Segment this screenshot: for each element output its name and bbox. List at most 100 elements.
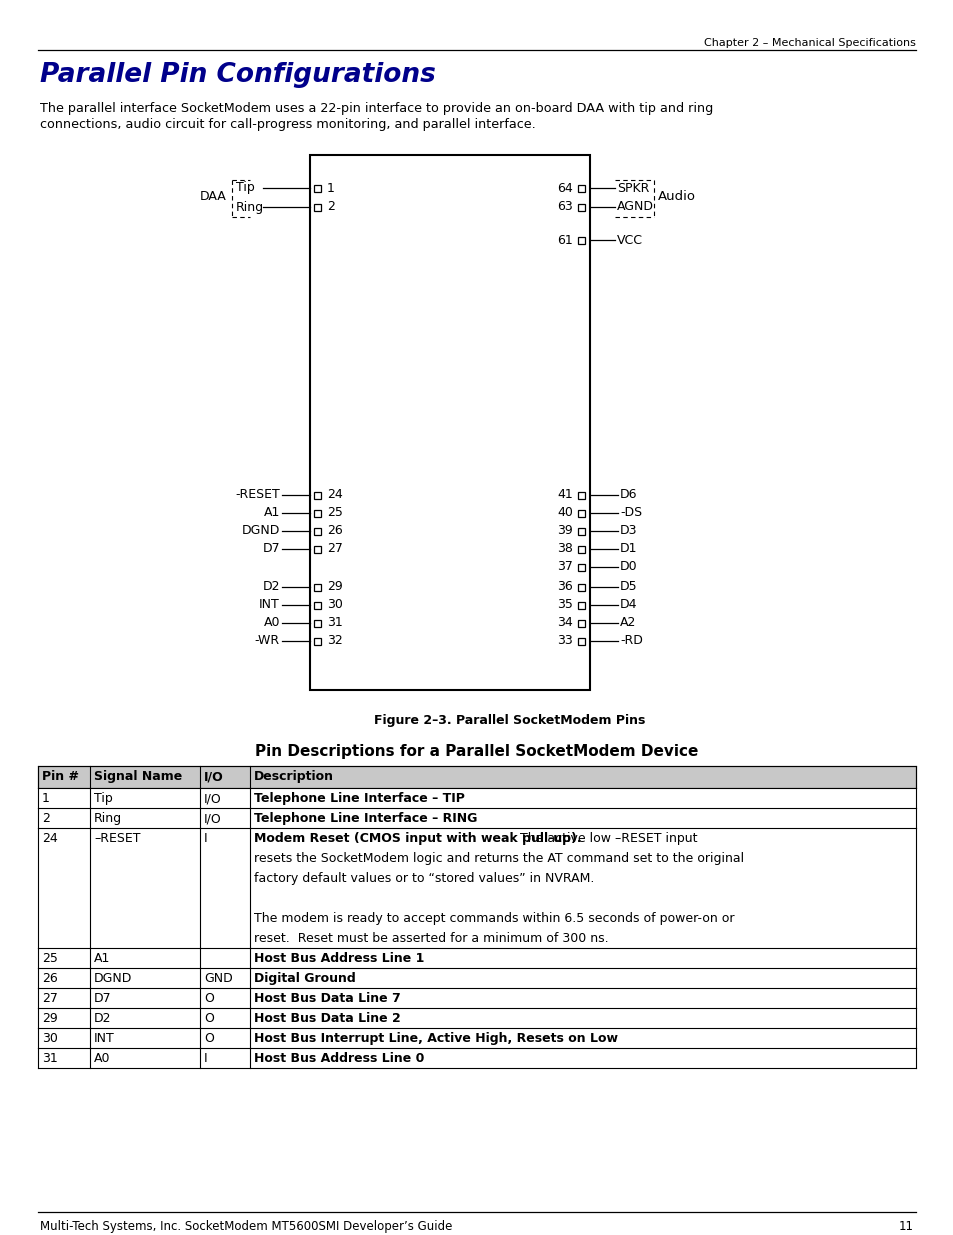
- Text: 2: 2: [327, 200, 335, 214]
- Text: Signal Name: Signal Name: [94, 769, 182, 783]
- Text: Telephone Line Interface – RING: Telephone Line Interface – RING: [253, 811, 476, 825]
- Text: I/O: I/O: [204, 811, 221, 825]
- Text: Telephone Line Interface – TIP: Telephone Line Interface – TIP: [253, 792, 464, 805]
- Text: 29: 29: [327, 580, 342, 594]
- Text: D2: D2: [262, 580, 280, 594]
- Text: Host Bus Interrupt Line, Active High, Resets on Low: Host Bus Interrupt Line, Active High, Re…: [253, 1032, 618, 1045]
- Text: Ring: Ring: [94, 811, 122, 825]
- Text: Digital Ground: Digital Ground: [253, 972, 355, 986]
- Text: DGND: DGND: [94, 972, 132, 986]
- Text: 30: 30: [42, 1032, 58, 1045]
- Text: -RD: -RD: [619, 635, 642, 647]
- Text: SPKR: SPKR: [617, 182, 649, 194]
- Text: A0: A0: [94, 1052, 111, 1065]
- Text: 34: 34: [557, 616, 573, 630]
- Text: -RESET: -RESET: [235, 489, 280, 501]
- Text: Host Bus Data Line 7: Host Bus Data Line 7: [253, 992, 400, 1005]
- Text: 38: 38: [557, 542, 573, 556]
- Bar: [314, 492, 321, 499]
- Text: 27: 27: [327, 542, 342, 556]
- Text: O: O: [204, 1032, 213, 1045]
- Text: –RESET: –RESET: [94, 832, 140, 845]
- Text: 64: 64: [557, 182, 573, 194]
- Text: A1: A1: [94, 952, 111, 965]
- Text: 39: 39: [557, 525, 573, 537]
- Text: I: I: [204, 832, 208, 845]
- Text: 2: 2: [42, 811, 50, 825]
- Bar: [578, 492, 585, 499]
- Text: 32: 32: [327, 635, 342, 647]
- Bar: [38, 827, 915, 948]
- Bar: [314, 583, 321, 590]
- Text: 31: 31: [42, 1052, 58, 1065]
- Bar: [38, 988, 915, 1008]
- Text: Host Bus Address Line 1: Host Bus Address Line 1: [253, 952, 424, 965]
- Text: I/O: I/O: [204, 792, 221, 805]
- Text: 36: 36: [557, 580, 573, 594]
- Bar: [578, 527, 585, 535]
- Text: -DS: -DS: [619, 506, 641, 520]
- Text: DAA: DAA: [200, 190, 227, 204]
- Text: Ring: Ring: [235, 200, 264, 214]
- Text: Tip: Tip: [94, 792, 112, 805]
- Text: 37: 37: [557, 561, 573, 573]
- Bar: [578, 601, 585, 609]
- Text: 33: 33: [557, 635, 573, 647]
- Text: Tip: Tip: [235, 182, 254, 194]
- Text: INT: INT: [94, 1032, 114, 1045]
- Bar: [314, 637, 321, 645]
- Text: Multi-Tech Systems, Inc. SocketModem MT5600SMI Developer’s Guide: Multi-Tech Systems, Inc. SocketModem MT5…: [40, 1220, 452, 1233]
- Bar: [578, 583, 585, 590]
- Text: 40: 40: [557, 506, 573, 520]
- Text: A2: A2: [619, 616, 636, 630]
- Bar: [578, 637, 585, 645]
- Text: connections, audio circuit for call-progress monitoring, and parallel interface.: connections, audio circuit for call-prog…: [40, 119, 536, 131]
- Text: 26: 26: [42, 972, 58, 986]
- Text: Description: Description: [253, 769, 334, 783]
- Bar: [578, 184, 585, 191]
- Bar: [38, 948, 915, 968]
- Text: 30: 30: [327, 599, 342, 611]
- Text: I/O: I/O: [204, 769, 224, 783]
- Text: 25: 25: [42, 952, 58, 965]
- Text: Figure 2–3. Parallel SocketModem Pins: Figure 2–3. Parallel SocketModem Pins: [374, 714, 645, 727]
- Text: 26: 26: [327, 525, 342, 537]
- Bar: [578, 204, 585, 210]
- Bar: [578, 236, 585, 243]
- Text: A0: A0: [263, 616, 280, 630]
- Text: 29: 29: [42, 1011, 58, 1025]
- Text: O: O: [204, 1011, 213, 1025]
- Text: 27: 27: [42, 992, 58, 1005]
- Text: Audio: Audio: [658, 190, 696, 204]
- Text: Parallel Pin Configurations: Parallel Pin Configurations: [40, 62, 436, 88]
- Text: Pin Descriptions for a Parallel SocketModem Device: Pin Descriptions for a Parallel SocketMo…: [255, 743, 698, 760]
- Bar: [38, 766, 915, 788]
- Text: 31: 31: [327, 616, 342, 630]
- Bar: [38, 788, 915, 808]
- Bar: [310, 156, 589, 690]
- Bar: [314, 527, 321, 535]
- Text: Modem Reset (CMOS input with weak pull-up).: Modem Reset (CMOS input with weak pull-u…: [253, 832, 581, 845]
- Text: A1: A1: [263, 506, 280, 520]
- Text: D6: D6: [619, 489, 637, 501]
- Text: 35: 35: [557, 599, 573, 611]
- Bar: [314, 184, 321, 191]
- Bar: [578, 510, 585, 516]
- Text: Host Bus Address Line 0: Host Bus Address Line 0: [253, 1052, 424, 1065]
- Text: O: O: [204, 992, 213, 1005]
- Text: The active low –RESET input: The active low –RESET input: [512, 832, 697, 845]
- Text: 25: 25: [327, 506, 342, 520]
- Bar: [578, 563, 585, 571]
- Text: D7: D7: [262, 542, 280, 556]
- Text: D4: D4: [619, 599, 637, 611]
- Text: Pin #: Pin #: [42, 769, 79, 783]
- Text: 1: 1: [327, 182, 335, 194]
- Bar: [314, 546, 321, 552]
- Bar: [314, 204, 321, 210]
- Text: 24: 24: [327, 489, 342, 501]
- Text: The modem is ready to accept commands within 6.5 seconds of power-on or: The modem is ready to accept commands wi…: [253, 911, 734, 925]
- Bar: [314, 510, 321, 516]
- Text: Chapter 2 – Mechanical Specifications: Chapter 2 – Mechanical Specifications: [703, 38, 915, 48]
- Bar: [578, 546, 585, 552]
- Bar: [38, 1049, 915, 1068]
